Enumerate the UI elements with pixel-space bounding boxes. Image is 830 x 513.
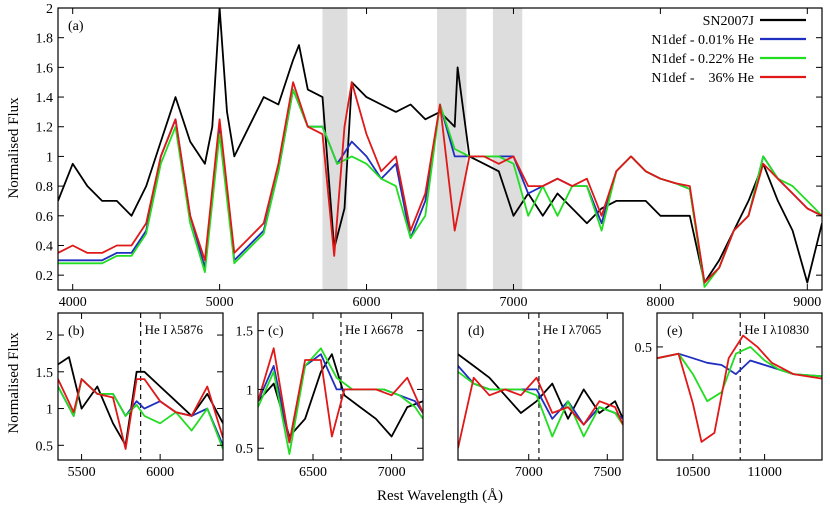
y-tick-label: 0.4 [36,239,54,254]
shaded-region-3 [492,8,523,290]
y-axis-label-bottom: Normalised Flux [6,332,22,434]
annotation-d: He I λ7065 [543,322,601,337]
y-tick-label: 0.8 [36,180,54,195]
y-tick-label: 2 [46,2,53,17]
y-tick-label: 0.2 [36,269,54,284]
legend-label-n1def-0-22-he: N1def - 0.22% He [651,52,754,67]
frame-d [457,312,624,461]
y-tick-label: 1.8 [36,32,54,47]
series-sn2007j-d [458,353,623,420]
y-axis-label-top: Normalised Flux [6,97,22,199]
panel-b: 5500 6000 0.5 1 1.5 2 (b) He I λ5876 [36,312,224,480]
x-tick-label: 8000 [646,295,674,310]
x-axis-label: Rest Wavelength (Å) [377,488,503,504]
panel-c: 6500 7000 0.5 1 1.5 (c) He I λ6678 [236,312,424,480]
x-tick-label: 6000 [353,295,381,310]
series-n1def-0-22-he-c [258,347,423,455]
y-tick-label: 0.5 [635,341,653,356]
x-tick-label: 9000 [793,295,821,310]
series-n1def-36-he-a [58,81,822,284]
annotation-e: He I λ10830 [744,322,809,337]
panel-e: 10500 11000 0.5 (e) He I λ10830 [635,312,823,480]
series-group-e [657,334,822,443]
y-tick-label: 1.5 [236,325,254,340]
panel-label-b: (b) [68,324,85,339]
frame-b [57,312,224,461]
y-tick-label: 0.5 [236,442,254,457]
series-n1def-36-he-e [657,334,822,443]
legend-label-n1def-0-01-he: N1def - 0.01% He [651,33,754,48]
panel-label-a: (a) [68,19,84,34]
legend: SN2007J N1def - 0.01% He N1def - 0.22% He N… [651,14,806,86]
panel-label-e: (e) [667,324,683,339]
y-tick-label: 1.4 [36,91,54,106]
y-tick-label: 1.6 [36,61,54,76]
series-group-b [58,356,223,450]
series-n1def-36-he-c [258,347,423,444]
panel-label-c: (c) [268,324,284,339]
series-group-d [458,353,623,449]
x-tick-label: 7000 [515,465,543,480]
series-n1def-0-01-he-d [458,365,623,426]
x-tick-label: 7500 [593,465,621,480]
annotation-b: He I λ5876 [145,322,204,337]
series-n1def-36-he-b [58,378,223,450]
y-tick-label: 1 [46,403,53,418]
annotation-c: He I λ6678 [345,322,403,337]
x-tick-label: 4000 [59,295,87,310]
frame-c [257,312,424,461]
y-tick-label: 1.2 [36,121,54,136]
y-tick-label: 0.5 [36,439,54,454]
panel-d: 7000 7500 (d) He I λ7065 [457,312,624,480]
legend-label-sn2007j: SN2007J [703,14,755,29]
x-tick-label: 7000 [499,295,527,310]
series-n1def-0-22-he-d [458,371,623,438]
series-n1def-36-he-d [458,376,623,449]
frame-e [656,312,823,461]
series-group-a [58,8,822,288]
x-tick-label: 7000 [378,465,406,480]
y-tick-label: 1 [46,150,53,165]
frame-a [57,7,823,291]
panel-label-d: (d) [468,324,485,339]
y-tick-label: 0.6 [36,210,54,225]
x-tick-label: 5000 [206,295,234,310]
x-tick-label: 6500 [299,465,327,480]
x-tick-label: 5500 [68,465,96,480]
legend-label-n1def-36-he: N1def - 36% He [651,71,754,86]
y-tick-label: 1.5 [36,366,54,381]
panel-a: 4000 5000 6000 7000 8000 9000 0.2 0.4 0.6 0.8 1 1.2… [36,2,823,310]
series-sn2007j-a [58,8,822,284]
x-tick-label: 6000 [146,465,174,480]
y-tick-label: 2 [46,329,53,344]
y-tick-label: 1 [246,383,253,398]
series-n1def-0-22-he-e [657,346,822,403]
x-tick-label: 10500 [675,465,710,480]
series-group-c [258,347,423,455]
x-tick-label: 11000 [747,465,781,480]
